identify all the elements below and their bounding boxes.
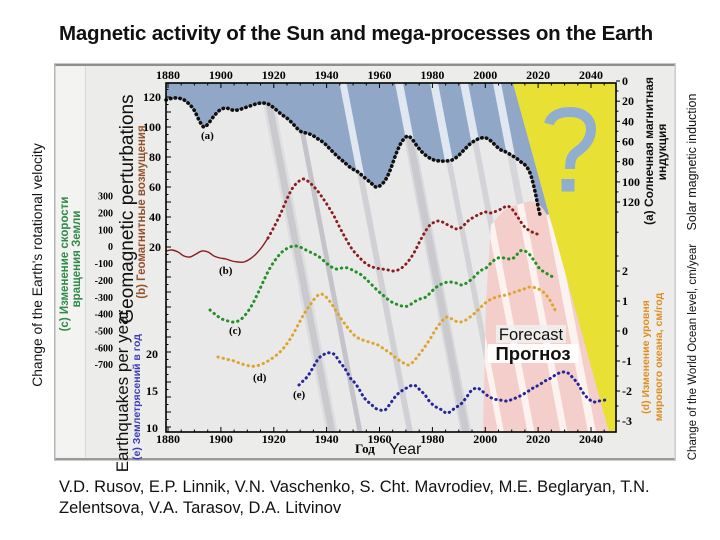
svg-text:1960: 1960 <box>368 68 392 82</box>
svg-text:-100: -100 <box>95 259 113 270</box>
svg-text:-300: -300 <box>95 293 113 304</box>
svg-text:0: 0 <box>622 74 628 88</box>
svg-text:1900: 1900 <box>209 68 233 82</box>
svg-text:1980: 1980 <box>420 68 444 82</box>
svg-text:(d) Изменение уровня: (d) Изменение уровня <box>640 300 652 414</box>
svg-text:Change of the Earth's rotation: Change of the Earth's rotational velocit… <box>30 143 45 387</box>
svg-text:Change of the World Ocean leve: Change of the World Ocean level, cm/year <box>687 244 699 461</box>
svg-text:-600: -600 <box>95 343 113 354</box>
svg-text:100: 100 <box>143 120 161 134</box>
svg-text:0: 0 <box>108 242 113 253</box>
svg-text:2000: 2000 <box>473 68 497 82</box>
svg-text:10: 10 <box>146 421 158 435</box>
svg-text:2040: 2040 <box>579 68 603 82</box>
svg-text:2: 2 <box>622 264 628 278</box>
svg-text:(b) Геомагнитные возмущения: (b) Геомагнитные возмущения <box>136 125 148 298</box>
svg-text:120: 120 <box>622 195 640 209</box>
svg-text:1900: 1900 <box>209 432 233 446</box>
svg-text:120: 120 <box>143 90 161 104</box>
svg-text:1940: 1940 <box>315 432 339 446</box>
svg-text:мирового океана, см/год: мирового океана, см/год <box>653 292 665 421</box>
svg-text:Год: Год <box>355 441 375 456</box>
svg-text:индукция: индукция <box>655 124 669 181</box>
svg-text:2000: 2000 <box>473 432 497 446</box>
svg-text:(d): (d) <box>253 372 267 384</box>
svg-text:(a) Солнечная магнитная: (a) Солнечная магнитная <box>642 77 656 225</box>
svg-text:вращения Земли: вращения Земли <box>71 211 83 308</box>
svg-text:100: 100 <box>622 175 640 189</box>
svg-text:15: 15 <box>146 384 158 398</box>
svg-text:2020: 2020 <box>526 68 550 82</box>
svg-text:300: 300 <box>98 192 113 203</box>
svg-text:(b): (b) <box>219 265 233 277</box>
svg-text:0: 0 <box>622 324 628 338</box>
svg-text:1880: 1880 <box>156 432 180 446</box>
svg-text:Прогноз: Прогноз <box>495 343 570 364</box>
svg-text:80: 80 <box>149 150 161 164</box>
svg-text:-700: -700 <box>95 360 113 371</box>
svg-text:2020: 2020 <box>526 432 550 446</box>
svg-text:Solar magnetic induction: Solar magnetic induction <box>685 94 699 231</box>
svg-text:1980: 1980 <box>420 432 444 446</box>
svg-text:-1: -1 <box>622 354 632 368</box>
svg-text:1: 1 <box>622 294 628 308</box>
svg-text:60: 60 <box>149 180 161 194</box>
svg-text:40: 40 <box>622 114 634 128</box>
svg-text:1920: 1920 <box>262 68 286 82</box>
svg-text:-200: -200 <box>95 276 113 287</box>
svg-text:(a): (a) <box>201 130 214 142</box>
svg-text:1920: 1920 <box>262 432 286 446</box>
svg-text:60: 60 <box>622 135 634 149</box>
svg-text:2040: 2040 <box>579 432 603 446</box>
svg-text:200: 200 <box>98 209 113 220</box>
svg-text:20: 20 <box>149 240 161 254</box>
svg-text:-2: -2 <box>622 384 632 398</box>
svg-text:1960: 1960 <box>368 432 392 446</box>
svg-text:Year: Year <box>389 441 422 458</box>
svg-text:1940: 1940 <box>315 68 339 82</box>
svg-text:20: 20 <box>622 94 634 108</box>
svg-text:-400: -400 <box>95 310 113 321</box>
svg-text:100: 100 <box>98 225 113 236</box>
svg-text:(e) Землетрясений в год: (e) Землетрясений в год <box>131 334 143 460</box>
svg-text:Earthquakes per year: Earthquakes per year <box>113 309 132 472</box>
svg-text:80: 80 <box>622 155 634 169</box>
svg-text:40: 40 <box>149 210 161 224</box>
svg-text:-3: -3 <box>622 414 632 428</box>
svg-text:(c) Изменение скорости: (c) Изменение скорости <box>59 197 71 332</box>
svg-text:Geomagnetic perturbations: Geomagnetic perturbations <box>117 94 138 323</box>
svg-text:(c): (c) <box>229 325 242 337</box>
svg-text:20: 20 <box>146 347 158 361</box>
svg-text:-500: -500 <box>95 327 113 338</box>
svg-text:1880: 1880 <box>156 68 180 82</box>
svg-text:Forecast: Forecast <box>499 326 564 344</box>
svg-text:(e): (e) <box>293 389 306 401</box>
